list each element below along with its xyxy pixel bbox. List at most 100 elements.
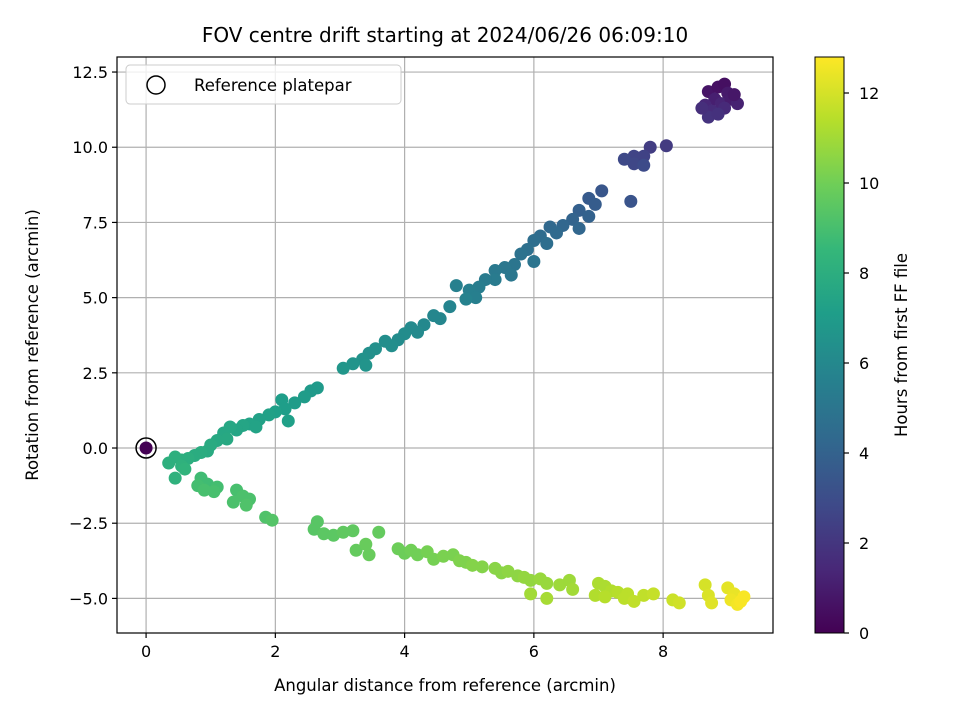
- data-point: [336, 361, 350, 375]
- legend-marker-icon: [146, 75, 166, 95]
- chart-title: FOV centre drift starting at 2024/06/26 …: [202, 23, 688, 47]
- x-tick-label: 2: [270, 642, 280, 661]
- y-tick-label: 10.0: [72, 138, 108, 157]
- colorbar: 0 2 4 6 8 10 12 Hours from first FF file: [814, 56, 911, 643]
- data-point: [572, 221, 586, 235]
- data-point: [378, 334, 392, 348]
- data-point: [168, 471, 182, 485]
- data-point: [239, 498, 253, 512]
- data-point: [197, 483, 211, 497]
- y-tick-label: 2.5: [83, 364, 108, 383]
- data-point: [501, 564, 515, 578]
- reference-platepar-marker: [135, 437, 157, 459]
- data-point: [346, 524, 360, 538]
- data-point: [540, 236, 554, 250]
- data-point: [488, 273, 502, 287]
- colorbar-tick-label: 10: [859, 174, 879, 193]
- data-point: [469, 291, 483, 305]
- data-point: [359, 358, 373, 372]
- data-point: [459, 292, 473, 306]
- data-point: [514, 247, 528, 261]
- y-tick-label: 12.5: [72, 63, 108, 82]
- data-point: [540, 576, 554, 590]
- x-tick-label: 0: [141, 642, 151, 661]
- data-point: [637, 149, 651, 163]
- data-point: [162, 456, 176, 470]
- x-axis-ticks: 0 2 4 6 8: [141, 633, 668, 661]
- y-tick-label: 5.0: [83, 289, 108, 308]
- data-point: [281, 414, 295, 428]
- data-point: [527, 255, 541, 269]
- data-point: [475, 560, 489, 574]
- colorbar-tick-label: 2: [859, 534, 869, 553]
- data-point: [524, 573, 538, 587]
- data-point: [572, 203, 586, 217]
- data-point: [504, 268, 518, 282]
- colorbar-ticks: 0 2 4 6 8 10 12: [844, 84, 879, 643]
- data-point: [207, 485, 221, 499]
- data-point: [695, 101, 709, 115]
- data-point: [588, 197, 602, 211]
- legend: Reference platepar: [125, 64, 402, 105]
- x-axis-label: Angular distance from reference (arcmin): [274, 676, 616, 695]
- y-tick-label: 7.5: [83, 213, 108, 232]
- colorbar-tick-label: 12: [859, 84, 879, 103]
- data-point: [588, 588, 602, 602]
- y-tick-label: −2.5: [69, 514, 108, 533]
- grid: [117, 57, 773, 633]
- data-point: [262, 408, 276, 422]
- data-point: [705, 596, 719, 610]
- colorbar-tick-label: 4: [859, 444, 869, 463]
- data-point: [226, 495, 240, 509]
- data-point: [598, 590, 612, 604]
- data-point: [624, 194, 638, 208]
- data-point: [362, 548, 376, 562]
- data-point: [449, 279, 463, 293]
- y-tick-label: 0.0: [83, 439, 108, 458]
- colorbar-tick-label: 8: [859, 264, 869, 283]
- y-axis-ticks: −5.0 −2.5 0.0 2.5 5.0 7.5 10.0 12.5: [69, 63, 117, 608]
- data-point: [436, 549, 450, 563]
- data-point: [307, 522, 321, 536]
- data-point: [566, 212, 580, 226]
- colorbar-gradient: [814, 56, 845, 634]
- data-point: [265, 513, 279, 527]
- data-point: [711, 107, 725, 121]
- y-tick-label: −5.0: [69, 589, 108, 608]
- data-point: [372, 525, 386, 539]
- data-point: [346, 357, 360, 371]
- data-point: [637, 158, 651, 172]
- plot-frame: [116, 56, 774, 634]
- data-point: [349, 543, 363, 557]
- data-point: [220, 432, 234, 446]
- data-point: [595, 184, 609, 198]
- data-point: [540, 591, 554, 605]
- legend-label: Reference platepar: [194, 76, 352, 95]
- data-point: [553, 578, 567, 592]
- data-point: [317, 527, 331, 541]
- colorbar-tick-label: 0: [859, 624, 869, 643]
- colorbar-label: Hours from first FF file: [892, 253, 911, 437]
- data-point: [288, 396, 302, 410]
- data-point: [627, 594, 641, 608]
- data-point: [672, 596, 686, 610]
- data-point: [627, 157, 641, 171]
- data-point: [727, 88, 741, 102]
- x-tick-label: 4: [400, 642, 410, 661]
- data-point: [646, 587, 660, 601]
- data-point: [637, 588, 651, 602]
- reference-point: [139, 441, 153, 455]
- data-point: [488, 264, 502, 278]
- data-point: [443, 300, 457, 314]
- colorbar-tick-label: 6: [859, 354, 869, 373]
- y-axis-label: Rotation from reference (arcmin): [23, 209, 42, 481]
- x-tick-label: 8: [658, 642, 668, 661]
- data-point: [643, 140, 657, 154]
- data-point: [359, 537, 373, 551]
- data-point: [411, 325, 425, 339]
- reference-marker-layer: [135, 437, 157, 459]
- data-point: [698, 578, 712, 592]
- data-points: [162, 77, 751, 611]
- data-point: [178, 462, 192, 476]
